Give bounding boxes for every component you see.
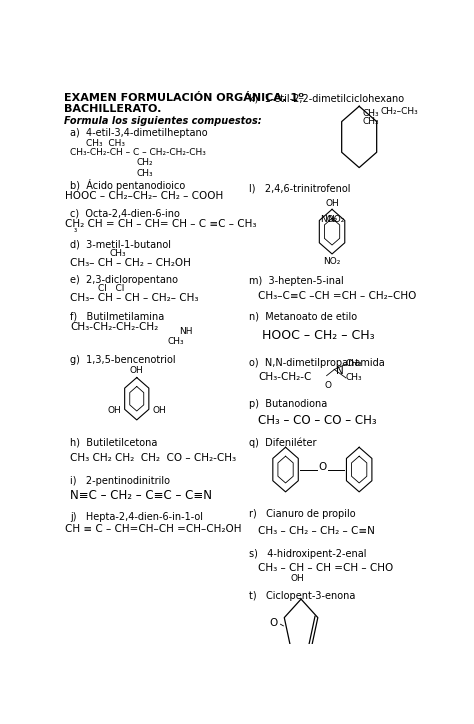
- Text: Formula los siguientes compuestos:: Formula los siguientes compuestos:: [64, 116, 262, 126]
- Text: CH₃– CH – CH₂ – CH₂OH: CH₃– CH – CH₂ – CH₂OH: [70, 258, 191, 268]
- Text: OH: OH: [152, 406, 166, 416]
- Text: CH₃ – CH – CH =CH – CHO: CH₃ – CH – CH =CH – CHO: [258, 563, 394, 573]
- Text: e)  2,3-dicloropentano: e) 2,3-dicloropentano: [70, 275, 178, 285]
- Text: CH₃: CH₃: [168, 337, 184, 346]
- Text: d)  3-metil-1-butanol: d) 3-metil-1-butanol: [70, 240, 171, 249]
- Text: CH₂: CH₂: [137, 159, 154, 167]
- Text: j)   Hepta-2,4-dien-6-in-1-ol: j) Hepta-2,4-dien-6-in-1-ol: [70, 512, 203, 522]
- Text: CH₃: CH₃: [363, 109, 380, 118]
- Text: CH₃ – CH₂ – CH₂ – C≡N: CH₃ – CH₂ – CH₂ – C≡N: [258, 526, 375, 536]
- Text: Cl   Cl: Cl Cl: [98, 284, 124, 293]
- Text: l)   2,4,6-trinitrofenol: l) 2,4,6-trinitrofenol: [249, 183, 351, 193]
- Text: CH₃: CH₃: [346, 359, 363, 369]
- Text: CH₃ CH₂ CH₂  CH₂  CO – CH₂-CH₃: CH₃ CH₂ CH₂ CH₂ CO – CH₂-CH₃: [70, 452, 236, 463]
- Text: f)   Butilmetilamina: f) Butilmetilamina: [70, 312, 164, 321]
- Text: b)  Ácido pentanodioico: b) Ácido pentanodioico: [70, 180, 185, 191]
- Text: s)   4-hidroxipent-2-enal: s) 4-hidroxipent-2-enal: [249, 549, 366, 559]
- Text: h)  Butiletilcetona: h) Butiletilcetona: [70, 437, 157, 447]
- Text: g)  1,3,5-bencenotriol: g) 1,3,5-bencenotriol: [70, 355, 176, 365]
- Text: o)  N,N-dimetilpropanamida: o) N,N-dimetilpropanamida: [249, 358, 385, 368]
- Text: CH₃ – CO – CO – CH₃: CH₃ – CO – CO – CH₃: [258, 414, 377, 427]
- Text: N≡C – CH₂ – C≡C – C≡N: N≡C – CH₂ – C≡C – C≡N: [70, 489, 212, 502]
- Text: CH₃-CH₂-CH – C – CH₂-CH₂-CH₃: CH₃-CH₂-CH – C – CH₂-CH₂-CH₃: [70, 148, 206, 158]
- Text: CH₃: CH₃: [363, 117, 380, 127]
- Text: r)   Cianuro de propilo: r) Cianuro de propilo: [249, 509, 356, 519]
- Text: m)  3-hepten-5-inal: m) 3-hepten-5-inal: [249, 276, 344, 285]
- Text: CH ≡ C – CH=CH–CH =CH–CH₂OH: CH ≡ C – CH=CH–CH =CH–CH₂OH: [65, 524, 242, 534]
- Text: HOOC – CH₂ – CH₃: HOOC – CH₂ – CH₃: [262, 329, 375, 342]
- Text: OH: OH: [291, 573, 305, 583]
- Text: N: N: [336, 366, 344, 376]
- Text: i)   2-pentinodinitrilo: i) 2-pentinodinitrilo: [70, 476, 170, 486]
- Text: CH₃-CH₂-CH₂-CH₂: CH₃-CH₂-CH₂-CH₂: [70, 322, 158, 332]
- Text: NO₂: NO₂: [327, 215, 344, 224]
- Text: CH₂–CH₃: CH₂–CH₃: [380, 107, 418, 116]
- Text: t)   Ciclopent-3-enona: t) Ciclopent-3-enona: [249, 592, 356, 601]
- Text: CH₂ CH = CH – CH= CH – C ≡C – CH₃: CH₂ CH = CH – CH= CH – C ≡C – CH₃: [65, 219, 257, 230]
- Text: HOOC – CH₂–CH₂– CH₂ – COOH: HOOC – CH₂–CH₂– CH₂ – COOH: [65, 191, 224, 201]
- Text: n)  Metanoato de etilo: n) Metanoato de etilo: [249, 312, 357, 321]
- Text: a)  4-etil-3,4-dimetilheptano: a) 4-etil-3,4-dimetilheptano: [70, 127, 208, 138]
- Text: CH₃: CH₃: [346, 374, 363, 382]
- Text: CH₃–C≡C –CH =CH – CH₂–CHO: CH₃–C≡C –CH =CH – CH₂–CHO: [258, 291, 417, 301]
- Text: OH: OH: [130, 366, 144, 375]
- Text: O: O: [318, 462, 327, 472]
- Text: OH: OH: [325, 198, 339, 208]
- Text: ₃: ₃: [73, 225, 76, 235]
- Text: NH: NH: [179, 327, 193, 336]
- Text: NO₂: NO₂: [320, 215, 337, 224]
- Text: O: O: [270, 618, 278, 628]
- Text: CH₃– CH – CH – CH₂– CH₃: CH₃– CH – CH – CH₂– CH₃: [70, 293, 199, 303]
- Text: NO₂: NO₂: [323, 257, 341, 266]
- Text: c)  Octa-2,4-dien-6-ino: c) Octa-2,4-dien-6-ino: [70, 209, 180, 219]
- Text: CH₃: CH₃: [109, 248, 126, 258]
- Text: EXAMEN FORMULACIÓN ORGÁNICA. 1º: EXAMEN FORMULACIÓN ORGÁNICA. 1º: [64, 93, 304, 103]
- Text: p)  Butanodiona: p) Butanodiona: [249, 399, 328, 409]
- Text: CH₃-CH₂-C: CH₃-CH₂-C: [258, 372, 312, 382]
- Text: OH: OH: [108, 406, 121, 416]
- Text: q)  Difeniléter: q) Difeniléter: [249, 437, 317, 447]
- Text: k)  1-etil-2,2-dimetilciclohexano: k) 1-etil-2,2-dimetilciclohexano: [249, 93, 404, 103]
- Text: CH₃  CH₃: CH₃ CH₃: [86, 139, 126, 148]
- Text: O: O: [324, 381, 331, 390]
- Text: BACHILLERATO.: BACHILLERATO.: [64, 104, 161, 114]
- Text: CH₃: CH₃: [137, 169, 154, 177]
